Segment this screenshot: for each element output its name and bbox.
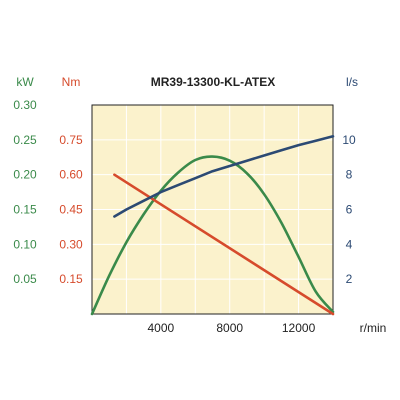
torque-tick-label: 0.45 — [59, 203, 83, 217]
flow-tick-label: 4 — [346, 237, 353, 251]
flow-tick-label: 10 — [342, 133, 356, 147]
torque-tick-label: 0.15 — [59, 272, 83, 286]
x-tick-label: 12000 — [282, 321, 316, 335]
power-tick-label: 0.10 — [13, 237, 37, 251]
flow-curve — [113, 135, 335, 218]
flow-axis-unit: l/s — [346, 75, 358, 89]
plot-frame — [91, 104, 334, 315]
x-tick-label: 4000 — [148, 321, 175, 335]
x-axis-unit: r/min — [360, 321, 387, 335]
torque-tick-label: 0.75 — [59, 133, 83, 147]
tick-labels: 0.05 0.10 0.15 0.20 0.25 0.30 0.15 0.30 0.45 0.60… — [13, 98, 356, 335]
power-curve — [90, 155, 335, 316]
x-tick-label: 8000 — [216, 321, 243, 335]
power-axis-unit: kW — [16, 75, 34, 89]
flow-tick-label: 2 — [346, 272, 353, 286]
torque-tick-label: 0.30 — [59, 237, 83, 251]
power-tick-label: 0.30 — [13, 98, 37, 112]
power-tick-label: 0.20 — [13, 168, 37, 182]
power-tick-label: 0.05 — [13, 272, 37, 286]
flow-tick-label: 6 — [346, 203, 353, 217]
chart-title: MR39-13300-KL-ATEX — [151, 75, 275, 89]
torque-axis-unit: Nm — [62, 75, 81, 89]
torque-tick-label: 0.60 — [59, 168, 83, 182]
flow-tick-label: 8 — [346, 168, 353, 182]
power-tick-label: 0.15 — [13, 203, 37, 217]
series-layer — [90, 135, 335, 316]
power-tick-label: 0.25 — [13, 133, 37, 147]
